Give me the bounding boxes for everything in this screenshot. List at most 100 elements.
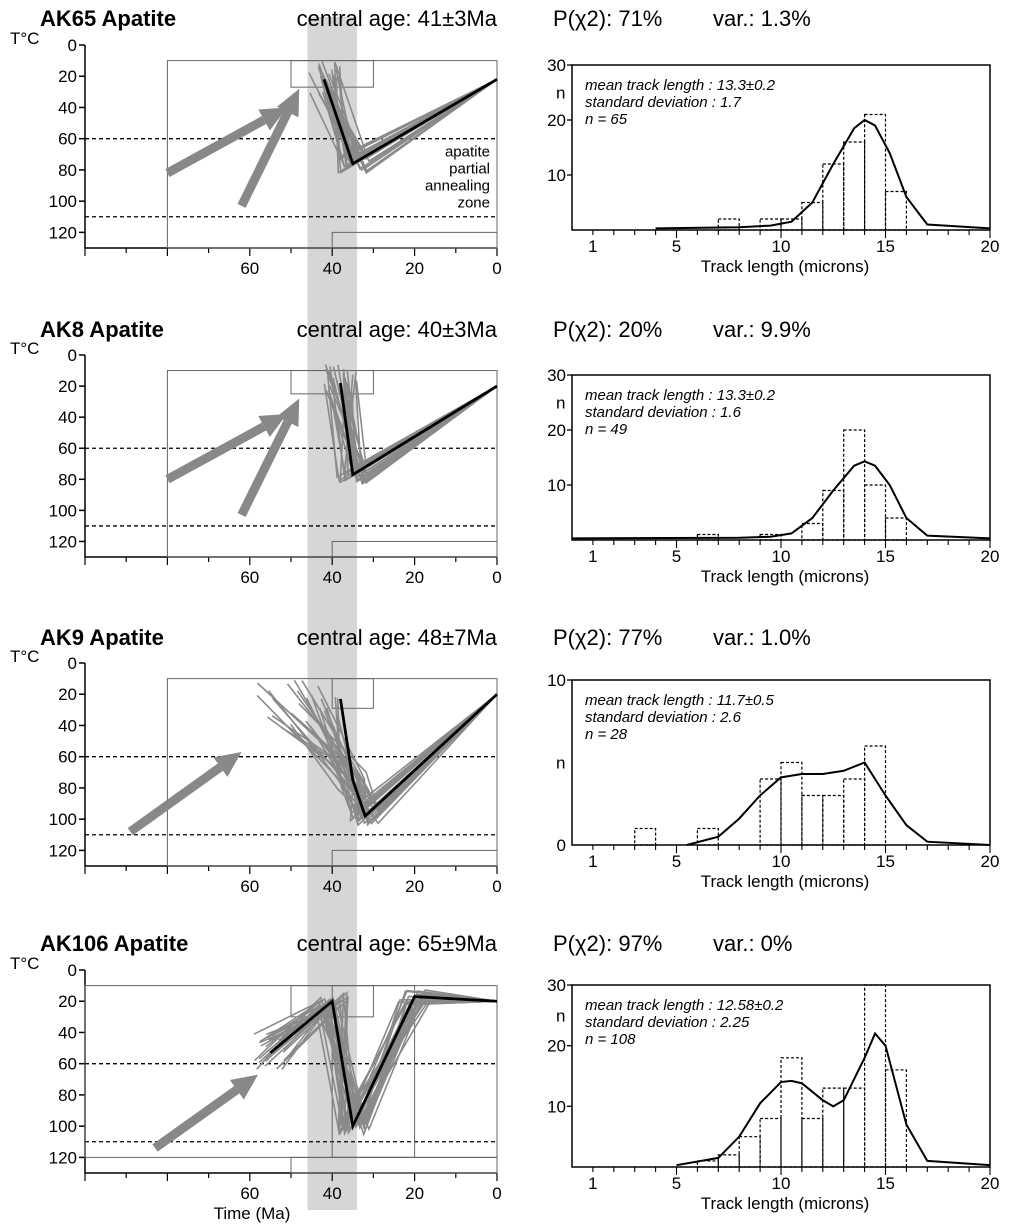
- envelope-path: [259, 997, 498, 1124]
- envelope-path: [342, 368, 498, 473]
- histogram-bar: [843, 141, 866, 231]
- constraint-box: [331, 540, 498, 558]
- x-tick-label: 1: [588, 1174, 597, 1193]
- cooling-arrow-head: [258, 414, 287, 438]
- y-tick-label: 30: [547, 56, 566, 75]
- histogram-bar: [843, 778, 866, 846]
- y-tick-label: 120: [49, 223, 77, 242]
- constraint-box: [331, 678, 374, 709]
- histogram-bar: [863, 984, 887, 1168]
- p-chi2: P(χ2): 71%: [553, 6, 662, 31]
- x-tick-label: 5: [672, 547, 681, 566]
- y-tick-label: 0: [68, 346, 77, 365]
- x-axis-label: Track length (microns): [701, 257, 869, 276]
- x-tick-label: 40: [323, 259, 342, 278]
- p-chi2: P(χ2): 77%: [553, 625, 662, 650]
- histogram-bar: [759, 1117, 782, 1168]
- histogram-bar: [801, 794, 824, 846]
- x-tick-label: 15: [876, 547, 895, 566]
- y-tick-label: 40: [58, 408, 77, 427]
- y-tick-label: 20: [547, 111, 566, 130]
- x-tick-label: 5: [672, 852, 681, 871]
- constraint-box: [331, 849, 498, 867]
- y-tick-label: 120: [49, 841, 77, 860]
- x-tick-label: 60: [240, 1184, 259, 1203]
- p-chi2: P(χ2): 20%: [553, 317, 662, 342]
- panel-title: AK8 Apatite: [40, 317, 164, 342]
- histogram-bar: [780, 1057, 803, 1168]
- x-axis-label: Track length (microns): [701, 872, 869, 891]
- y-tick-label: 10: [547, 671, 566, 690]
- track-length-stat: mean track length : 13.3±0.2: [585, 387, 776, 404]
- variance: var.: 9.9%: [713, 317, 811, 342]
- y-tick-label: 60: [58, 130, 77, 149]
- x-tick-label: 20: [981, 237, 1000, 256]
- paz-label: zone: [457, 195, 490, 212]
- y-tick-label: 80: [58, 161, 77, 180]
- y-tick-label: 10: [547, 166, 566, 185]
- paz-label: apatite: [445, 144, 490, 161]
- y-axis-label: n: [556, 394, 565, 413]
- envelope-path: [279, 996, 498, 1134]
- y-axis-label: n: [556, 754, 565, 773]
- envelope-path: [256, 990, 498, 1131]
- track-length-stat: mean track length : 11.7±0.5: [585, 692, 775, 709]
- thermal-panel-AK9: AK9 Apatite central age: 48±7Ma T°C 0 20 40 60…: [10, 625, 502, 896]
- y-tick-label: 60: [58, 1055, 77, 1074]
- x-tick-label: 20: [405, 877, 424, 896]
- histogram-bar: [717, 218, 740, 231]
- panel-title: AK65 Apatite: [40, 6, 176, 31]
- x-tick-label: 0: [492, 568, 501, 587]
- y-tick-label: 20: [58, 685, 77, 704]
- best-fit-path: [269, 995, 498, 1131]
- envelope-path: [334, 61, 498, 156]
- envelope-path: [321, 78, 498, 159]
- histogram-bar: [780, 218, 803, 231]
- x-tick-label: 20: [405, 1184, 424, 1203]
- x-axis-label: Track length (microns): [701, 1194, 869, 1213]
- y-tick-label: 40: [58, 716, 77, 735]
- x-tick-label: 20: [405, 568, 424, 587]
- histogram-bar: [696, 827, 719, 846]
- cooling-arrow: [165, 422, 267, 484]
- density-curve: [676, 1031, 991, 1167]
- x-tick-label: 10: [772, 547, 791, 566]
- cooling-arrow-head: [276, 88, 300, 118]
- y-tick-label: 10: [547, 1097, 566, 1116]
- cooling-arrow: [165, 116, 267, 177]
- cooling-arrow-head: [258, 107, 287, 131]
- p-chi2: P(χ2): 97%: [553, 931, 662, 956]
- x-tick-label: 20: [981, 547, 1000, 566]
- y-axis-label: n: [556, 1006, 565, 1025]
- x-axis-label: Track length (microns): [701, 567, 869, 586]
- panels-layer: AK65 Apatite central age: 41±3Ma T°C 0 20 40 6…: [10, 6, 999, 1213]
- y-axis-label: n: [556, 84, 565, 103]
- paz-label: partial: [449, 161, 490, 178]
- best-fit-path: [322, 78, 498, 166]
- histogram-bar: [843, 1087, 866, 1168]
- best-fit-path: [339, 693, 498, 819]
- histogram-bar: [634, 827, 657, 846]
- y-tick-label: 60: [58, 748, 77, 767]
- x-tick-label: 40: [323, 568, 342, 587]
- central-age: central age: 41±3Ma: [297, 6, 498, 31]
- track-length-stat: n = 49: [585, 421, 628, 438]
- y-tick-label: 120: [49, 1148, 77, 1167]
- x-tick-label: 15: [876, 1174, 895, 1193]
- y-tick-label: 80: [58, 470, 77, 489]
- y-tick-label: 100: [49, 501, 77, 520]
- density-curve: [571, 460, 991, 540]
- central-age: central age: 48±7Ma: [297, 625, 498, 650]
- x-tick-label: 1: [588, 852, 597, 871]
- cooling-arrow: [152, 1086, 240, 1152]
- track-length-stat: standard deviation : 2.25: [585, 1014, 750, 1031]
- x-tick-label: 10: [772, 1174, 791, 1193]
- histogram-bar: [822, 489, 845, 541]
- track-length-stat: mean track length : 12.58±0.2: [585, 997, 784, 1014]
- y-tick-label: 40: [58, 98, 77, 117]
- y-tick-label: 60: [58, 439, 77, 458]
- histogram-bar: [884, 517, 907, 541]
